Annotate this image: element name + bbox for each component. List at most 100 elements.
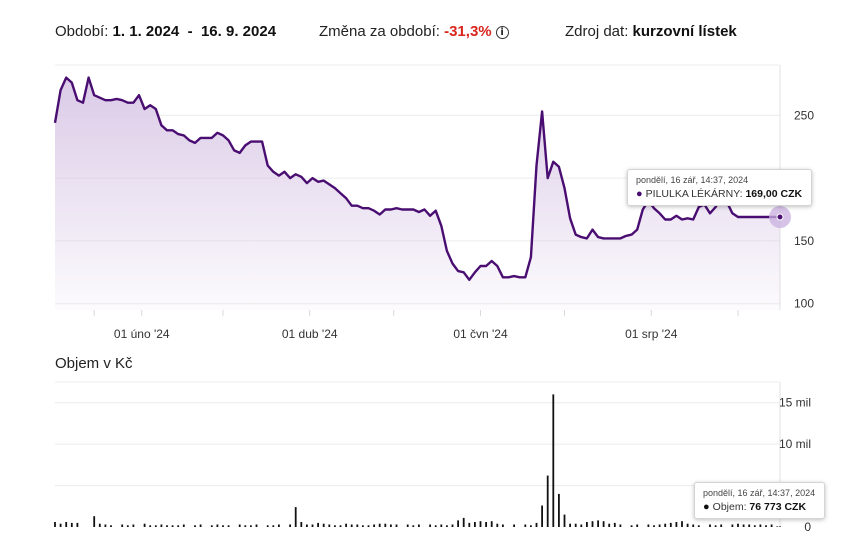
- price-tooltip: pondělí, 16 zář, 14:37, 2024 ● PILULKA LÉ…: [627, 169, 813, 206]
- volume-bar: [418, 524, 420, 527]
- volume-bar: [199, 524, 202, 527]
- volume-bar: [255, 524, 258, 527]
- volume-bar: [390, 524, 392, 527]
- volume-bar: [502, 524, 504, 527]
- volume-bar: [65, 522, 68, 527]
- volume-bar: [406, 524, 409, 527]
- volume-bar: [210, 525, 213, 527]
- volume-bar: [681, 521, 683, 527]
- volume-y-tick-label: 10 mil: [779, 437, 811, 451]
- volume-bar: [546, 475, 549, 527]
- volume-bar: [541, 505, 543, 527]
- volume-bar: [227, 525, 230, 527]
- price-tooltip-value: 169,00 CZK: [745, 188, 803, 200]
- volume-bar: [658, 524, 661, 527]
- volume-bar: [591, 521, 594, 527]
- x-tick-label: 01 dub '24: [282, 327, 338, 341]
- x-tick-label: 01 čvn '24: [453, 327, 508, 341]
- price-tooltip-row: ● PILULKA LÉKÁRNY: 169,00 CZK: [636, 188, 802, 200]
- volume-bar: [636, 524, 639, 527]
- volume-bar: [345, 523, 347, 527]
- volume-bar: [535, 522, 538, 527]
- volume-bar: [395, 524, 398, 527]
- volume-bar: [434, 525, 437, 527]
- volume-bar: [350, 524, 353, 527]
- y-tick-label: 250: [794, 108, 814, 122]
- volume-bar: [250, 525, 252, 527]
- volume-bar: [779, 526, 781, 527]
- volume-bar: [70, 522, 73, 527]
- volume-bar: [154, 525, 157, 527]
- period-info: Období: 1. 1. 2024 - 16. 9. 2024: [55, 21, 276, 43]
- volume-bar: [378, 523, 381, 527]
- info-icon[interactable]: i: [495, 26, 509, 39]
- volume-bar: [569, 523, 571, 527]
- volume-bar: [244, 525, 247, 527]
- volume-bar: [440, 524, 443, 527]
- volume-bar: [675, 522, 678, 527]
- volume-bar: [647, 524, 650, 527]
- volume-bar: [563, 514, 566, 527]
- volume-bar: [132, 524, 135, 527]
- volume-bar: [300, 522, 303, 527]
- volume-tooltip: pondělí, 16 zář, 14:37, 2024 ● Objem: 76 …: [694, 482, 826, 519]
- volume-bar: [126, 525, 129, 527]
- volume-bar: [574, 523, 577, 527]
- change-value: -31,3%: [444, 23, 492, 40]
- volume-bar: [602, 521, 605, 527]
- volume-bar: [177, 525, 180, 527]
- volume-bar: [294, 507, 297, 527]
- volume-bar: [753, 525, 756, 527]
- volume-bar: [373, 524, 375, 527]
- volume-bar: [412, 525, 415, 527]
- volume-bar: [272, 525, 275, 527]
- volume-bar: [490, 521, 493, 527]
- volume-y-tick-label: 15 mil: [779, 396, 811, 410]
- volume-bar: [742, 524, 745, 527]
- volume-bar: [334, 525, 336, 527]
- volume-bar: [552, 394, 555, 527]
- volume-bar: [580, 524, 583, 527]
- volume-bar: [362, 525, 364, 527]
- volume-bar: [289, 524, 291, 527]
- volume-bar: [110, 525, 112, 527]
- volume-bar: [266, 525, 269, 527]
- volume-bar: [653, 525, 655, 527]
- volume-tooltip-series: Objem:: [712, 501, 747, 513]
- volume-bar: [468, 522, 471, 527]
- volume-y-tick-label: 0: [804, 520, 811, 534]
- chart-header: Období: 1. 1. 2024 - 16. 9. 2024 Změna z…: [55, 21, 845, 43]
- volume-bar: [171, 525, 174, 527]
- period-start: 1. 1. 2024: [112, 23, 180, 40]
- volume-bar: [524, 524, 527, 527]
- volume-bar: [479, 521, 482, 527]
- volume-bar: [311, 524, 314, 527]
- x-tick-label: 01 úno '24: [114, 327, 170, 341]
- period-end: 16. 9. 2024: [200, 23, 277, 40]
- volume-bar: [306, 524, 308, 527]
- series-dot-icon: ●: [703, 501, 710, 513]
- period-separator: -: [187, 23, 193, 40]
- volume-bar: [54, 522, 56, 527]
- source-label: Zdroj dat:: [565, 23, 629, 40]
- volume-bar: [597, 520, 599, 527]
- hover-point: [776, 213, 784, 221]
- volume-bar: [238, 524, 241, 527]
- volume-bar: [451, 524, 454, 527]
- volume-bar: [121, 524, 124, 527]
- volume-bar: [485, 522, 487, 527]
- volume-bar: [457, 520, 459, 527]
- volume-bar: [748, 524, 751, 527]
- price-series-line: [53, 76, 780, 281]
- volume-bar: [462, 517, 465, 527]
- volume-bar: [222, 525, 224, 527]
- source-info: Zdroj dat: kurzovní lístek: [565, 21, 737, 43]
- volume-bar: [149, 525, 152, 527]
- volume-bar: [160, 524, 163, 527]
- volume-bar: [429, 524, 431, 527]
- volume-bar: [759, 524, 762, 527]
- volume-bar: [104, 524, 107, 527]
- volume-bar: [166, 525, 168, 527]
- volume-bar: [216, 524, 219, 527]
- volume-bar: [93, 516, 96, 527]
